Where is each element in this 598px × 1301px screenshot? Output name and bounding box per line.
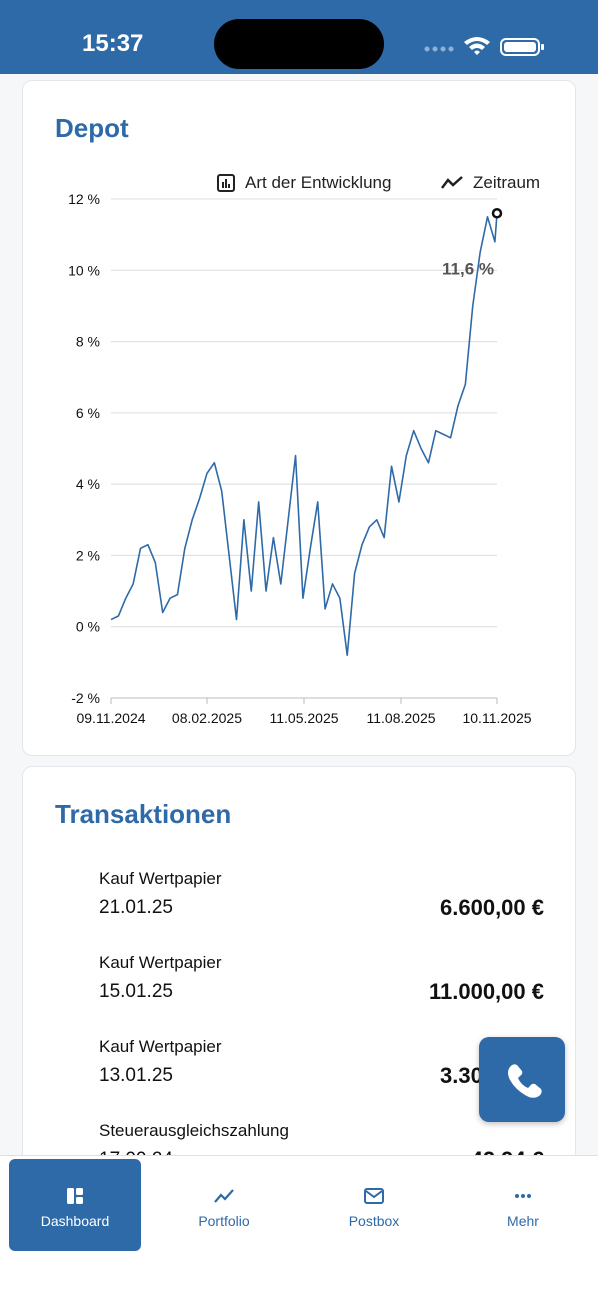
tab-bar: Dashboard Portfolio Postbox Mehr bbox=[0, 1155, 598, 1301]
data-line bbox=[110, 213, 498, 657]
y-tick-label: 2 % bbox=[76, 547, 100, 563]
transaction-type: Steuerausgleichszahlung bbox=[99, 1121, 289, 1140]
transaction-date: 13.01.25 bbox=[99, 1065, 173, 1086]
tab-label: Portfolio bbox=[198, 1213, 250, 1229]
status-bar: 15:37 bbox=[0, 0, 598, 74]
transaction-date: 15.01.25 bbox=[99, 981, 173, 1002]
tab-more[interactable]: Mehr bbox=[457, 1159, 589, 1251]
control-label: Zeitraum bbox=[473, 173, 541, 192]
depot-card: Depot Art der Entwicklung Zeitraum -2 % 0… bbox=[22, 80, 576, 756]
content: Depot Art der Entwicklung Zeitraum -2 % 0… bbox=[0, 74, 598, 1155]
transaction-date: 17.09.24 bbox=[99, 1149, 173, 1155]
x-tick-label: 11.08.2025 bbox=[367, 710, 436, 726]
y-tick-label: 4 % bbox=[76, 476, 100, 492]
y-tick-label: 0 % bbox=[76, 619, 100, 635]
tab-label: Postbox bbox=[348, 1213, 400, 1229]
x-tick-label: 09.11.2024 bbox=[76, 710, 145, 726]
transaction-amount: 6.600,00 € bbox=[440, 895, 544, 920]
y-tick-label: 8 % bbox=[76, 334, 100, 350]
tab-postbox[interactable]: Postbox bbox=[308, 1159, 440, 1251]
tab-label: Mehr bbox=[507, 1213, 539, 1229]
portfolio-icon bbox=[214, 1189, 234, 1203]
more-icon bbox=[515, 1194, 531, 1198]
tab-dashboard[interactable]: Dashboard bbox=[9, 1159, 141, 1251]
transaction-row[interactable]: Kauf Wertpapier 21.01.25 6.600,00 € bbox=[99, 869, 544, 939]
mail-icon bbox=[364, 1188, 384, 1204]
bar-icon bbox=[217, 174, 235, 192]
tab-portfolio[interactable]: Portfolio bbox=[158, 1159, 290, 1251]
clock: 15:37 bbox=[82, 30, 144, 57]
card-title: Depot bbox=[55, 113, 129, 143]
transactions-card: Transaktionen Kauf Wertpapier 21.01.25 6.6… bbox=[22, 766, 576, 1155]
y-tick-label: 6 % bbox=[76, 405, 100, 421]
dashboard-icon bbox=[67, 1188, 83, 1204]
transaction-type: Kauf Wertpapier bbox=[99, 953, 222, 972]
status-icons bbox=[424, 37, 544, 56]
transaction-amount: 42,94 € bbox=[471, 1147, 544, 1155]
development-type-button[interactable]: Art der Entwicklung bbox=[217, 173, 391, 193]
transaction-row[interactable]: Kauf Wertpapier 15.01.25 11.000,00 € bbox=[99, 953, 544, 1023]
period-button[interactable]: Zeitraum bbox=[441, 173, 540, 193]
y-tick-label: -2 % bbox=[71, 690, 100, 706]
endpoint-marker bbox=[491, 208, 503, 219]
value-label: 11,6 % bbox=[442, 259, 494, 278]
trend-icon bbox=[441, 176, 463, 189]
y-tick-label: 12 % bbox=[68, 191, 100, 207]
phone-icon bbox=[508, 1064, 542, 1098]
transaction-type: Kauf Wertpapier bbox=[99, 1037, 222, 1056]
call-button[interactable] bbox=[479, 1037, 565, 1122]
dynamic-island bbox=[214, 19, 384, 69]
control-label: Art der Entwicklung bbox=[245, 173, 392, 192]
transaction-amount: 11.000,00 € bbox=[428, 979, 544, 1004]
chart: -2 % 0 % 2 % 4 % 6 % 8 % 10 % 12 % 09.11.2024 08.… bbox=[68, 191, 532, 726]
y-tick-label: 10 % bbox=[68, 262, 100, 278]
tab-label: Dashboard bbox=[40, 1213, 110, 1229]
transaction-type: Kauf Wertpapier bbox=[99, 869, 222, 888]
transaction-row[interactable]: Steuerausgleichszahlung 17.09.24 42,94 € bbox=[99, 1121, 544, 1155]
x-tick-label: 10.11.2025 bbox=[462, 710, 531, 726]
x-tick-label: 11.05.2025 bbox=[269, 710, 338, 726]
transaction-date: 21.01.25 bbox=[99, 897, 173, 918]
card-title: Transaktionen bbox=[55, 799, 232, 829]
x-tick-label: 08.02.2025 bbox=[172, 710, 242, 726]
